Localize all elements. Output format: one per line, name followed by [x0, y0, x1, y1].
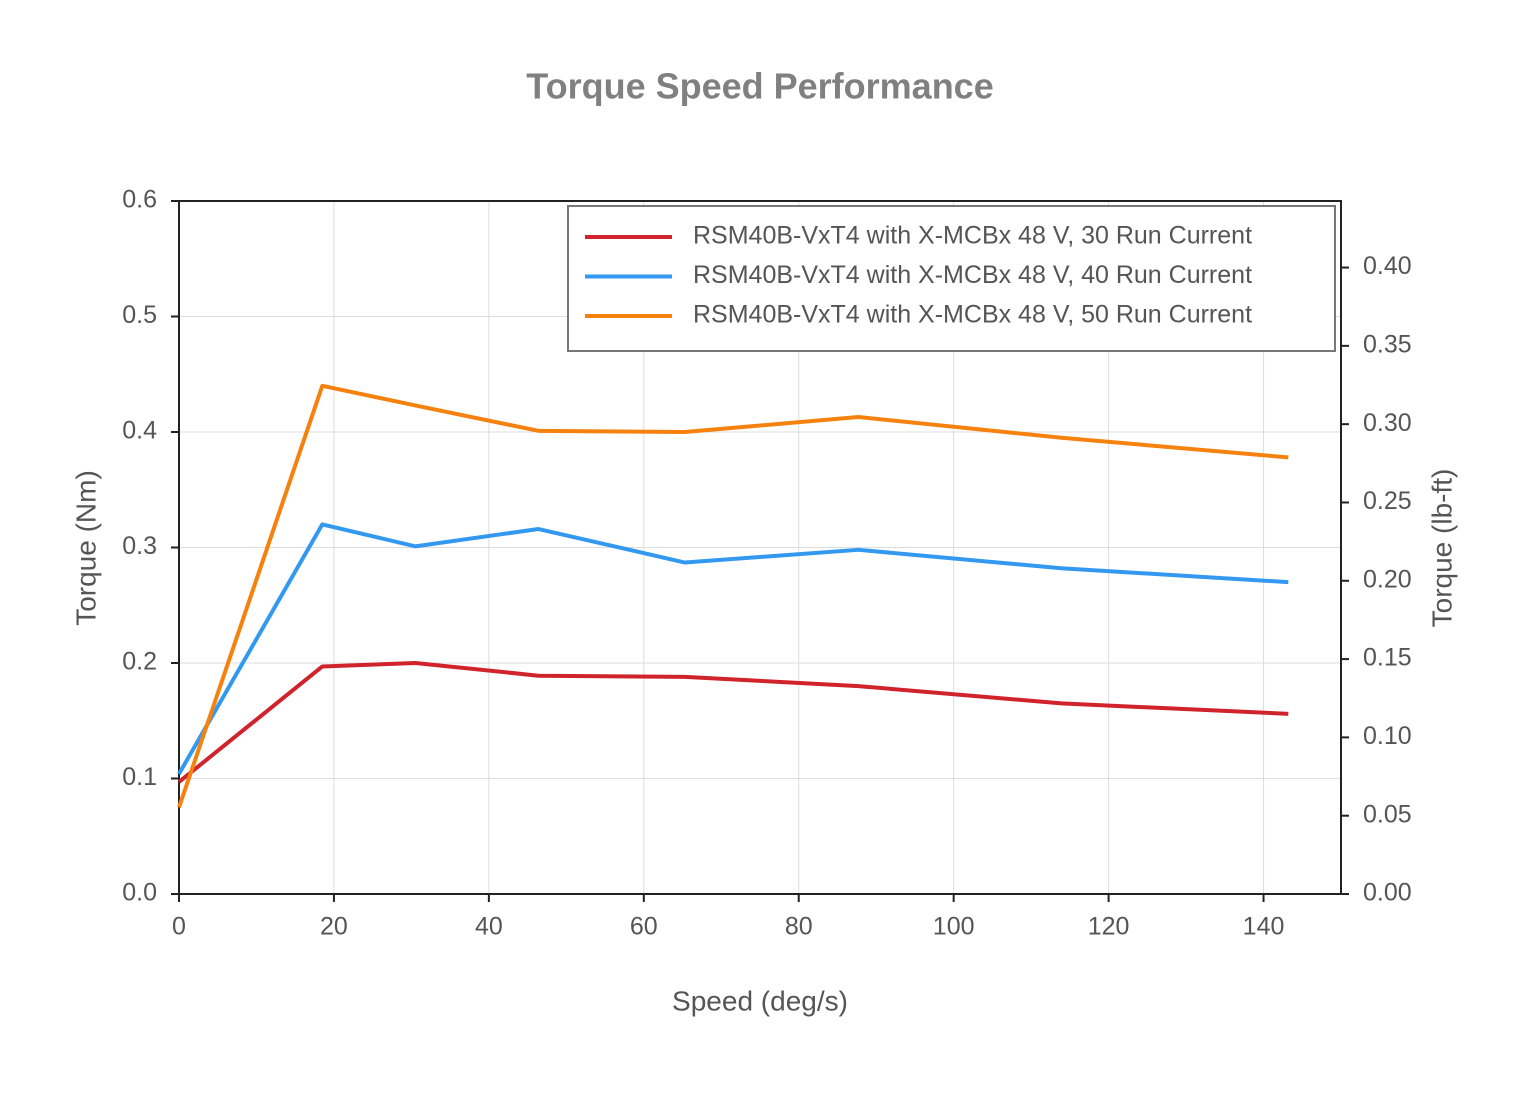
- x-tick-label: 140: [1243, 913, 1285, 941]
- x-tick-label: 60: [630, 913, 658, 941]
- y2-tick-label: 0.35: [1363, 330, 1412, 358]
- chart-title: Torque Speed Performance: [526, 66, 993, 107]
- x-tick-label: 40: [475, 913, 503, 941]
- x-tick-label: 20: [320, 913, 348, 941]
- y-tick-label: 0.6: [122, 186, 157, 214]
- y2-tick-label: 0.00: [1363, 879, 1412, 907]
- y-tick-label: 0.3: [122, 532, 157, 560]
- legend-label: RSM40B-VxT4 with X-MCBx 48 V, 30 Run Cur…: [693, 222, 1252, 250]
- y-tick-label: 0.0: [122, 879, 157, 907]
- y-tick-label: 0.5: [122, 301, 157, 329]
- series-line: [177, 383, 1289, 809]
- x-tick-label: 120: [1088, 913, 1130, 941]
- x-tick-label: 80: [785, 913, 813, 941]
- y-axis-label: Torque (Nm): [70, 470, 101, 626]
- y2-tick-label: 0.40: [1363, 252, 1412, 280]
- y2-tick-label: 0.20: [1363, 565, 1412, 593]
- x-tick-label: 100: [933, 913, 975, 941]
- legend-label: RSM40B-VxT4 with X-MCBx 48 V, 50 Run Cur…: [693, 301, 1252, 329]
- y2-tick-label: 0.30: [1363, 409, 1412, 437]
- y2-tick-label: 0.10: [1363, 722, 1412, 750]
- x-axis-label: Speed (deg/s): [672, 985, 848, 1016]
- y-tick-label: 0.4: [122, 417, 157, 445]
- y2-tick-label: 0.25: [1363, 487, 1412, 515]
- y2-axis-label: Torque (lb-ft): [1426, 469, 1457, 628]
- y-tick-label: 0.1: [122, 763, 157, 791]
- series-line: [177, 661, 1289, 784]
- y2-tick-label: 0.15: [1363, 644, 1412, 672]
- x-tick-label: 0: [172, 913, 186, 941]
- legend-box: [567, 205, 1336, 352]
- plot-frame: [178, 200, 1342, 895]
- y-tick-label: 0.2: [122, 648, 157, 676]
- series-line: [177, 522, 1289, 775]
- y2-tick-label: 0.05: [1363, 800, 1412, 828]
- legend-label: RSM40B-VxT4 with X-MCBx 48 V, 40 Run Cur…: [693, 261, 1252, 289]
